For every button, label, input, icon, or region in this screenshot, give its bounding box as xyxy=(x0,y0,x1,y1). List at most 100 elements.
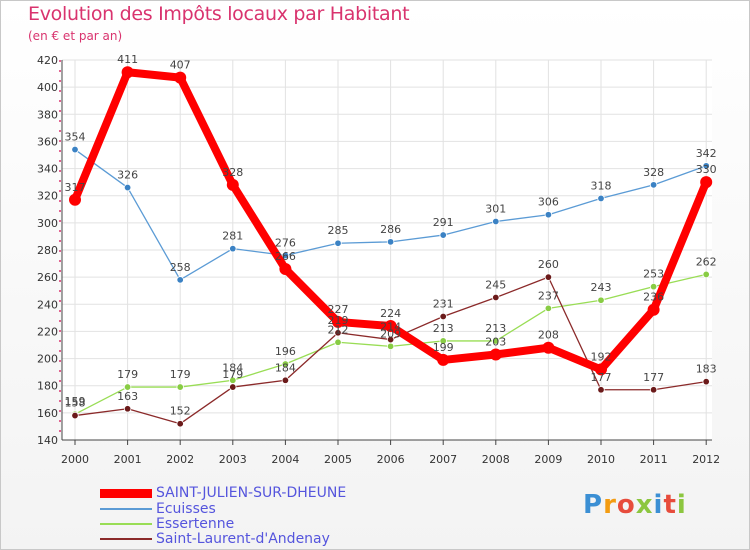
data-label: 199 xyxy=(433,341,454,354)
data-label: 407 xyxy=(170,59,191,72)
data-label: 219 xyxy=(328,314,349,327)
chart-title: Evolution des Impôts locaux par Habitant xyxy=(28,3,410,25)
data-label: 196 xyxy=(275,345,296,358)
y-tick-label: 400 xyxy=(37,81,58,94)
x-tick-label: 2006 xyxy=(377,453,405,466)
series-point-2 xyxy=(334,338,342,346)
legend-label: Saint-Laurent-d'Andenay xyxy=(156,531,330,547)
legend-item: Saint-Laurent-d'Andenay xyxy=(100,531,330,547)
x-tick-label: 2003 xyxy=(219,453,247,466)
data-label: 236 xyxy=(643,291,664,304)
data-label: 177 xyxy=(591,371,612,384)
data-label: 179 xyxy=(170,368,191,381)
series-point-2 xyxy=(386,342,395,351)
x-tick-label: 2009 xyxy=(534,453,562,466)
series-point-1 xyxy=(334,239,342,247)
y-tick-label: 180 xyxy=(37,380,58,393)
series-point-1 xyxy=(492,217,500,226)
legend-item: SAINT-JULIEN-SUR-DHEUNE xyxy=(100,485,346,501)
logo-letter: P xyxy=(583,490,604,520)
data-label: 152 xyxy=(170,405,191,418)
data-label: 212 xyxy=(328,323,349,336)
series-point-1 xyxy=(544,211,553,219)
data-label: 192 xyxy=(591,350,612,363)
series-point-0 xyxy=(700,176,713,189)
data-label: 179 xyxy=(222,368,243,381)
series-point-1 xyxy=(386,238,395,246)
x-tick-label: 2002 xyxy=(166,453,194,466)
series-point-1 xyxy=(649,181,658,189)
series-point-3 xyxy=(492,293,500,302)
data-label: 214 xyxy=(380,321,401,334)
x-tick-label: 2001 xyxy=(114,453,142,466)
y-tick-label: 240 xyxy=(37,298,58,311)
logo-letter: i xyxy=(653,490,664,520)
chart-subtitle: (en € et par an) xyxy=(28,29,123,43)
data-label: 184 xyxy=(222,361,243,374)
legend-item: Essertenne xyxy=(100,516,234,532)
data-label: 286 xyxy=(380,223,401,236)
series-point-3 xyxy=(597,386,605,394)
data-label: 328 xyxy=(643,166,664,179)
proxiti-logo: Proxiti xyxy=(583,490,687,520)
series-point-3 xyxy=(123,405,132,413)
data-label: 291 xyxy=(433,216,454,229)
series-point-2 xyxy=(492,337,500,345)
data-label: 266 xyxy=(275,250,296,263)
x-tick-label: 2004 xyxy=(271,453,299,466)
data-label: 227 xyxy=(328,303,349,316)
data-label: 184 xyxy=(275,361,296,374)
data-label: 203 xyxy=(485,336,506,349)
series-point-0 xyxy=(174,71,187,84)
legend-label: SAINT-JULIEN-SUR-DHEUNE xyxy=(156,485,347,501)
y-tick-label: 380 xyxy=(37,108,58,121)
x-tick-label: 2011 xyxy=(640,453,668,466)
legend-swatch xyxy=(100,523,152,525)
data-label: 163 xyxy=(117,390,138,403)
data-label: 209 xyxy=(380,327,401,340)
data-label: 354 xyxy=(65,131,86,144)
series-point-2 xyxy=(597,296,605,304)
series-point-3 xyxy=(281,376,290,384)
series-point-0 xyxy=(647,303,660,316)
series-point-2 xyxy=(176,383,184,391)
y-tick-label: 420 xyxy=(37,54,58,67)
series-point-1 xyxy=(176,276,184,284)
y-tick-label: 200 xyxy=(37,353,58,366)
logo-letter: x xyxy=(635,490,654,520)
series-point-2 xyxy=(544,304,553,313)
data-label: 301 xyxy=(485,203,506,216)
y-tick-label: 140 xyxy=(37,434,58,447)
legend-swatch xyxy=(100,508,152,510)
data-label: 260 xyxy=(538,258,559,271)
x-tick-label: 2010 xyxy=(587,453,615,466)
series-point-2 xyxy=(439,337,447,345)
series-point-3 xyxy=(544,273,553,281)
series-point-3 xyxy=(229,383,237,391)
data-label: 258 xyxy=(170,261,191,274)
data-label: 285 xyxy=(328,224,349,237)
data-label: 231 xyxy=(433,298,454,311)
data-label: 328 xyxy=(222,166,243,179)
data-label: 326 xyxy=(117,169,138,182)
data-label: 411 xyxy=(117,53,138,66)
data-label: 159 xyxy=(65,395,86,408)
series-point-0 xyxy=(226,178,239,191)
series-point-2 xyxy=(702,270,710,279)
series-point-1 xyxy=(281,251,290,260)
y-tick-label: 320 xyxy=(37,190,58,203)
series-point-3 xyxy=(176,420,184,428)
legend-item: Ecuisses xyxy=(100,501,216,517)
data-label: 177 xyxy=(643,371,664,384)
data-label: 276 xyxy=(275,236,296,249)
series-point-3 xyxy=(71,411,79,420)
series-point-1 xyxy=(229,244,237,253)
y-tick-label: 160 xyxy=(37,407,58,420)
y-tick-label: 260 xyxy=(37,271,58,284)
y-tick-label: 220 xyxy=(37,325,58,338)
y-tick-label: 340 xyxy=(37,163,58,176)
legend-label: Essertenne xyxy=(156,516,235,532)
data-label: 179 xyxy=(117,368,138,381)
data-label: 245 xyxy=(485,279,506,292)
data-label: 281 xyxy=(222,230,243,243)
